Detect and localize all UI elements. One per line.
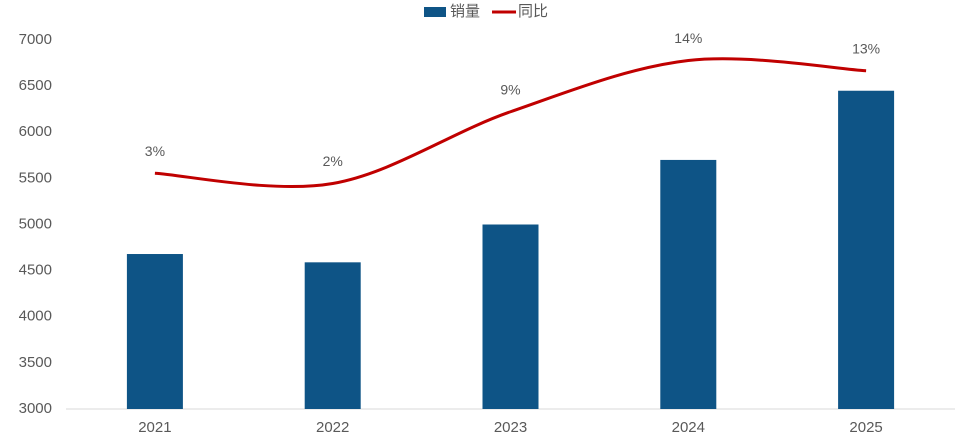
y-tick-label: 3000 [19,400,52,417]
y-tick-label: 4500 [19,262,52,279]
x-tick-label: 2024 [672,419,705,436]
y-tick-label: 6500 [19,77,52,94]
data-label: 13% [852,40,880,56]
data-label: 14% [674,30,702,46]
bar [838,90,895,410]
line [154,57,867,189]
bar [482,224,539,409]
legend-label: 销量 [450,3,480,20]
bar [660,159,717,409]
y-tick-label: 5000 [19,215,52,232]
data-label: 2% [323,153,343,169]
legend-label: 同比 [518,3,548,20]
bar [304,262,361,409]
x-tick-label: 2025 [849,419,882,436]
x-tick-label: 2023 [494,419,527,436]
data-label: 9% [500,81,520,97]
x-tick-label: 2021 [138,419,171,436]
y-tick-label: 5500 [19,169,52,186]
data-label: 3% [145,143,165,159]
y-tick-label: 6000 [19,123,52,140]
y-tick-label: 3500 [19,354,52,371]
y-tick-label: 7000 [19,31,52,48]
bar [126,254,183,409]
legend-swatch [424,7,446,17]
x-tick-label: 2022 [316,419,349,436]
y-tick-label: 4000 [19,308,52,325]
